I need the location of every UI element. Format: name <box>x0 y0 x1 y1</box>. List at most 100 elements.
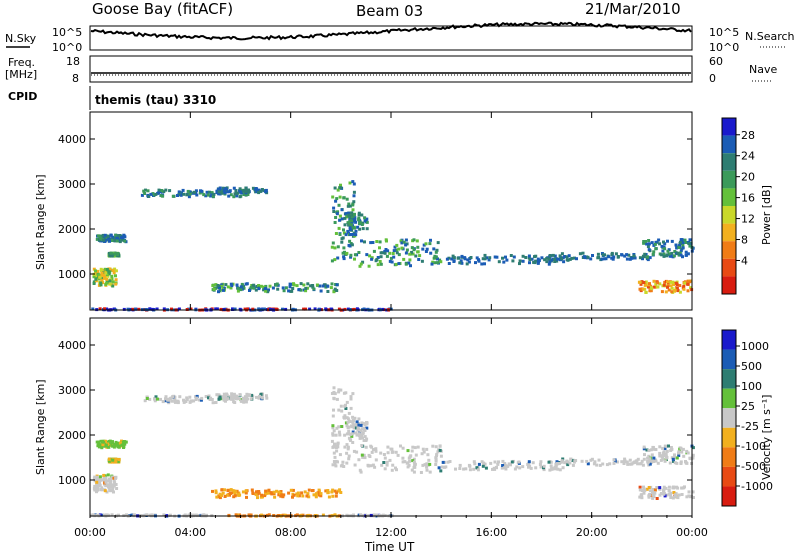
range-gate-cell <box>124 440 128 444</box>
range-gate-cell <box>257 284 261 287</box>
range-gate-cell <box>412 457 416 461</box>
range-gate-cell <box>262 307 266 311</box>
range-gate-cell <box>434 459 438 463</box>
range-gate-cell <box>192 399 196 403</box>
range-gate-cell <box>450 257 454 261</box>
range-gate-cell <box>660 290 664 294</box>
range-gate-cell <box>239 190 243 194</box>
range-gate-cell <box>168 513 172 517</box>
power-y-axis: 1000 2000 3000 4000 <box>58 133 692 281</box>
range-gate-cell <box>595 463 599 467</box>
range-gate-cell <box>184 400 188 403</box>
range-gate-cell <box>336 245 340 249</box>
range-gate-cell <box>586 255 590 259</box>
range-gate-cell <box>188 190 192 194</box>
range-gate-cell <box>222 190 226 194</box>
range-gate-cell <box>345 461 349 465</box>
range-gate-cell <box>347 231 350 235</box>
range-gate-cell <box>663 444 667 448</box>
range-gate-cell <box>647 454 651 458</box>
range-gate-cell <box>142 189 146 193</box>
range-gate-cell <box>369 444 373 448</box>
range-gate-cell <box>332 429 336 433</box>
range-gate-cell <box>681 246 685 250</box>
range-gate-cell <box>674 243 678 247</box>
range-gate-cell <box>430 262 434 266</box>
range-gate-cell <box>255 285 259 288</box>
range-gate-cell <box>410 468 414 472</box>
range-gate-cell <box>231 397 235 401</box>
range-gate-cell <box>451 254 455 258</box>
cpid-value: themis (tau) 3310 <box>95 93 216 107</box>
range-gate-cell <box>404 251 408 255</box>
range-gate-cell <box>218 496 222 500</box>
velocity-cbar-label: Velocity [m s⁻¹] <box>760 395 773 480</box>
range-gate-cell <box>239 398 243 402</box>
range-gate-cell <box>648 457 652 461</box>
range-gate-cell <box>682 284 686 288</box>
range-gate-cell <box>330 282 334 286</box>
range-gate-cell <box>109 233 113 237</box>
range-gate-cell <box>412 460 416 464</box>
range-gate-cell <box>413 446 417 450</box>
range-gate-cell <box>261 495 264 499</box>
range-gate-cell <box>419 471 423 474</box>
range-gate-cell <box>677 246 681 249</box>
range-gate-cell <box>110 274 114 278</box>
range-gate-cell <box>351 226 355 230</box>
range-gate-cell <box>644 280 648 284</box>
range-gate-cell <box>390 468 394 472</box>
range-gate-cell <box>458 261 462 265</box>
range-gate-cell <box>667 489 671 493</box>
range-gate-cell <box>157 188 161 192</box>
colorbar-tick-label: 8 <box>741 234 748 247</box>
range-gate-cell <box>434 255 438 259</box>
range-gate-cell <box>238 195 242 199</box>
range-gate-cell <box>459 259 463 263</box>
range-gate-cell <box>345 212 349 216</box>
range-gate-cell <box>236 289 240 293</box>
range-gate-cell <box>292 493 296 497</box>
range-gate-cell <box>100 278 104 282</box>
range-gate-cell <box>352 182 356 186</box>
range-gate-cell <box>102 440 106 444</box>
range-gate-cell <box>671 280 675 284</box>
range-gate-cell <box>337 425 341 429</box>
range-gate-cell <box>214 489 218 493</box>
range-gate-cell <box>337 226 341 230</box>
range-gate-cell <box>348 437 352 441</box>
range-gate-cell <box>625 460 629 464</box>
range-gate-cell <box>296 491 300 495</box>
range-gate-cell <box>164 397 167 401</box>
range-gate-cell <box>315 283 319 287</box>
range-gate-cell <box>265 513 269 517</box>
range-gate-cell <box>264 491 268 495</box>
range-gate-cell <box>555 259 559 263</box>
colorbar-swatch <box>722 447 736 467</box>
range-gate-cell <box>331 195 335 199</box>
range-gate-cell <box>589 257 593 261</box>
range-gate-cell <box>337 408 341 412</box>
nave-tick-top: 60 <box>709 55 723 68</box>
nsky-trace <box>90 21 692 41</box>
range-gate-cell <box>350 432 354 436</box>
range-gate-cell <box>428 242 432 246</box>
range-gate-cell <box>567 254 571 258</box>
range-gate-cell <box>336 445 340 449</box>
range-gate-cell <box>108 282 112 286</box>
range-gate-cell <box>345 251 349 255</box>
range-gate-cell <box>413 463 417 467</box>
range-gate-cell <box>98 307 102 311</box>
range-gate-cell <box>349 406 353 410</box>
range-gate-cell <box>653 488 657 492</box>
range-gate-cell <box>409 264 412 268</box>
range-gate-cell <box>658 487 662 491</box>
range-gate-cell <box>404 238 408 242</box>
range-gate-cell <box>321 284 325 288</box>
range-gate-cell <box>638 256 642 260</box>
range-gate-cell <box>646 255 650 259</box>
range-gate-cell <box>356 225 360 229</box>
colorbar-swatch <box>722 466 736 487</box>
range-gate-cell <box>671 457 675 461</box>
range-gate-cell <box>333 287 337 291</box>
